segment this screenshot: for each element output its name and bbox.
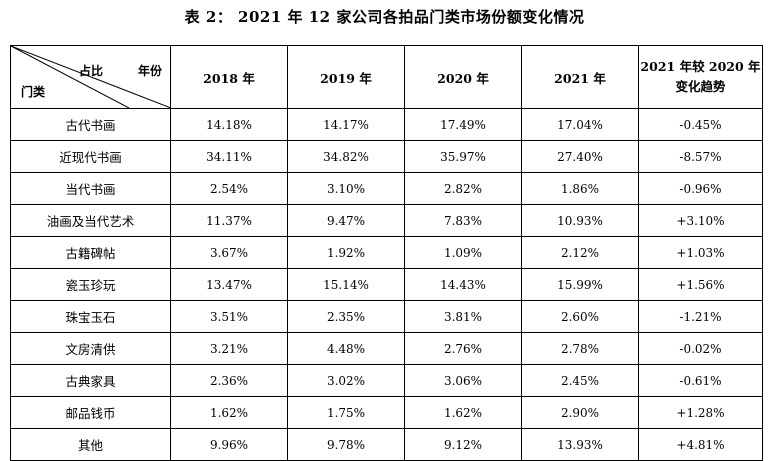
share-cell-2020: 3.06% xyxy=(404,364,522,397)
table-row: 当代书画 2.54% 3.10% 2.82% 1.86% -0.96% xyxy=(10,172,763,205)
header-2019: 2019 年 xyxy=(287,45,405,109)
share-cell-2018: 9.96% xyxy=(170,428,288,461)
share-cell-2021: 10.93% xyxy=(521,204,639,237)
share-cell-2018: 3.51% xyxy=(170,300,288,333)
table-body: 古代书画 14.18% 14.17% 17.49% 17.04% -0.45% 近现代书画 3… xyxy=(10,108,763,461)
market-share-table: 占比 年份 门类 2018 年 2019 年 2020 年 2021 年 202… xyxy=(10,45,763,461)
share-cell-2020: 7.83% xyxy=(404,204,522,237)
header-2018: 2018 年 xyxy=(170,45,288,109)
share-cell-2018: 1.62% xyxy=(170,396,288,429)
share-cell-2018: 11.37% xyxy=(170,204,288,237)
header-change-line1: 2021 年较 2020 年 xyxy=(640,59,761,74)
category-cell: 当代书画 xyxy=(10,172,171,205)
table-caption: 表 2： 2021 年 12 家公司各拍品门类市场份额变化情况 xyxy=(184,8,585,26)
share-cell-2019: 2.35% xyxy=(287,300,405,333)
change-cell: -8.57% xyxy=(638,140,763,173)
change-cell: +1.03% xyxy=(638,236,763,269)
change-cell: -1.21% xyxy=(638,300,763,333)
share-cell-2018: 34.11% xyxy=(170,140,288,173)
header-row: 占比 年份 门类 2018 年 2019 年 2020 年 2021 年 202… xyxy=(10,45,763,109)
change-cell: +1.28% xyxy=(638,396,763,429)
share-cell-2019: 9.78% xyxy=(287,428,405,461)
share-cell-2018: 2.36% xyxy=(170,364,288,397)
header-2020: 2020 年 xyxy=(404,45,522,109)
change-cell: -0.96% xyxy=(638,172,763,205)
table-row: 古代书画 14.18% 14.17% 17.49% 17.04% -0.45% xyxy=(10,108,763,141)
share-cell-2019: 14.17% xyxy=(287,108,405,141)
share-cell-2021: 2.90% xyxy=(521,396,639,429)
share-cell-2020: 2.76% xyxy=(404,332,522,365)
table-row: 文房清供 3.21% 4.48% 2.76% 2.78% -0.02% xyxy=(10,332,763,365)
category-cell: 文房清供 xyxy=(10,332,171,365)
change-cell: -0.02% xyxy=(638,332,763,365)
table-row: 珠宝玉石 3.51% 2.35% 3.81% 2.60% -1.21% xyxy=(10,300,763,333)
share-cell-2021: 13.93% xyxy=(521,428,639,461)
share-cell-2019: 4.48% xyxy=(287,332,405,365)
header-change-trend: 2021 年较 2020 年 变化趋势 xyxy=(638,45,763,109)
header-change-line2: 变化趋势 xyxy=(675,79,726,94)
category-cell: 邮品钱币 xyxy=(10,396,171,429)
share-cell-2019: 15.14% xyxy=(287,268,405,301)
category-cell: 瓷玉珍玩 xyxy=(10,268,171,301)
diagonal-divider xyxy=(11,46,171,108)
share-cell-2018: 3.21% xyxy=(170,332,288,365)
category-cell: 古典家具 xyxy=(10,364,171,397)
corner-year-label: 年份 xyxy=(137,64,162,78)
share-cell-2020: 17.49% xyxy=(404,108,522,141)
table-row: 其他 9.96% 9.78% 9.12% 13.93% +4.81% xyxy=(10,428,763,461)
category-cell: 珠宝玉石 xyxy=(10,300,171,333)
share-cell-2021: 2.78% xyxy=(521,332,639,365)
table-row: 古典家具 2.36% 3.02% 3.06% 2.45% -0.61% xyxy=(10,364,763,397)
share-cell-2018: 3.67% xyxy=(170,236,288,269)
share-cell-2021: 27.40% xyxy=(521,140,639,173)
share-cell-2018: 14.18% xyxy=(170,108,288,141)
corner-header-cell: 占比 年份 门类 xyxy=(10,45,171,109)
category-cell: 古代书画 xyxy=(10,108,171,141)
share-cell-2020: 35.97% xyxy=(404,140,522,173)
share-cell-2020: 2.82% xyxy=(404,172,522,205)
share-cell-2020: 1.09% xyxy=(404,236,522,269)
share-cell-2019: 3.10% xyxy=(287,172,405,205)
share-cell-2018: 13.47% xyxy=(170,268,288,301)
table-row: 古籍碑帖 3.67% 1.92% 1.09% 2.12% +1.03% xyxy=(10,236,763,269)
change-cell: -0.45% xyxy=(638,108,763,141)
category-cell: 油画及当代艺术 xyxy=(10,204,171,237)
change-cell: +3.10% xyxy=(638,204,763,237)
share-cell-2021: 2.60% xyxy=(521,300,639,333)
table-row: 邮品钱币 1.62% 1.75% 1.62% 2.90% +1.28% xyxy=(10,396,763,429)
share-cell-2019: 9.47% xyxy=(287,204,405,237)
change-cell: +4.81% xyxy=(638,428,763,461)
corner-share-label: 占比 xyxy=(79,64,104,78)
share-cell-2019: 1.92% xyxy=(287,236,405,269)
share-cell-2020: 9.12% xyxy=(404,428,522,461)
change-cell: +1.56% xyxy=(638,268,763,301)
share-cell-2020: 1.62% xyxy=(404,396,522,429)
share-cell-2020: 3.81% xyxy=(404,300,522,333)
table-row: 油画及当代艺术 11.37% 9.47% 7.83% 10.93% +3.10% xyxy=(10,204,763,237)
share-cell-2019: 1.75% xyxy=(287,396,405,429)
share-cell-2019: 3.02% xyxy=(287,364,405,397)
corner-category-label: 门类 xyxy=(21,85,46,99)
share-cell-2021: 2.45% xyxy=(521,364,639,397)
header-2021: 2021 年 xyxy=(521,45,639,109)
category-cell: 古籍碑帖 xyxy=(10,236,171,269)
share-cell-2019: 34.82% xyxy=(287,140,405,173)
share-cell-2021: 2.12% xyxy=(521,236,639,269)
table-row: 近现代书画 34.11% 34.82% 35.97% 27.40% -8.57% xyxy=(10,140,763,173)
share-cell-2018: 2.54% xyxy=(170,172,288,205)
change-cell: -0.61% xyxy=(638,364,763,397)
category-cell: 近现代书画 xyxy=(10,140,171,173)
table-row: 瓷玉珍玩 13.47% 15.14% 14.43% 15.99% +1.56% xyxy=(10,268,763,301)
share-cell-2021: 1.86% xyxy=(521,172,639,205)
category-cell: 其他 xyxy=(10,428,171,461)
share-cell-2020: 14.43% xyxy=(404,268,522,301)
share-cell-2021: 15.99% xyxy=(521,268,639,301)
share-cell-2021: 17.04% xyxy=(521,108,639,141)
